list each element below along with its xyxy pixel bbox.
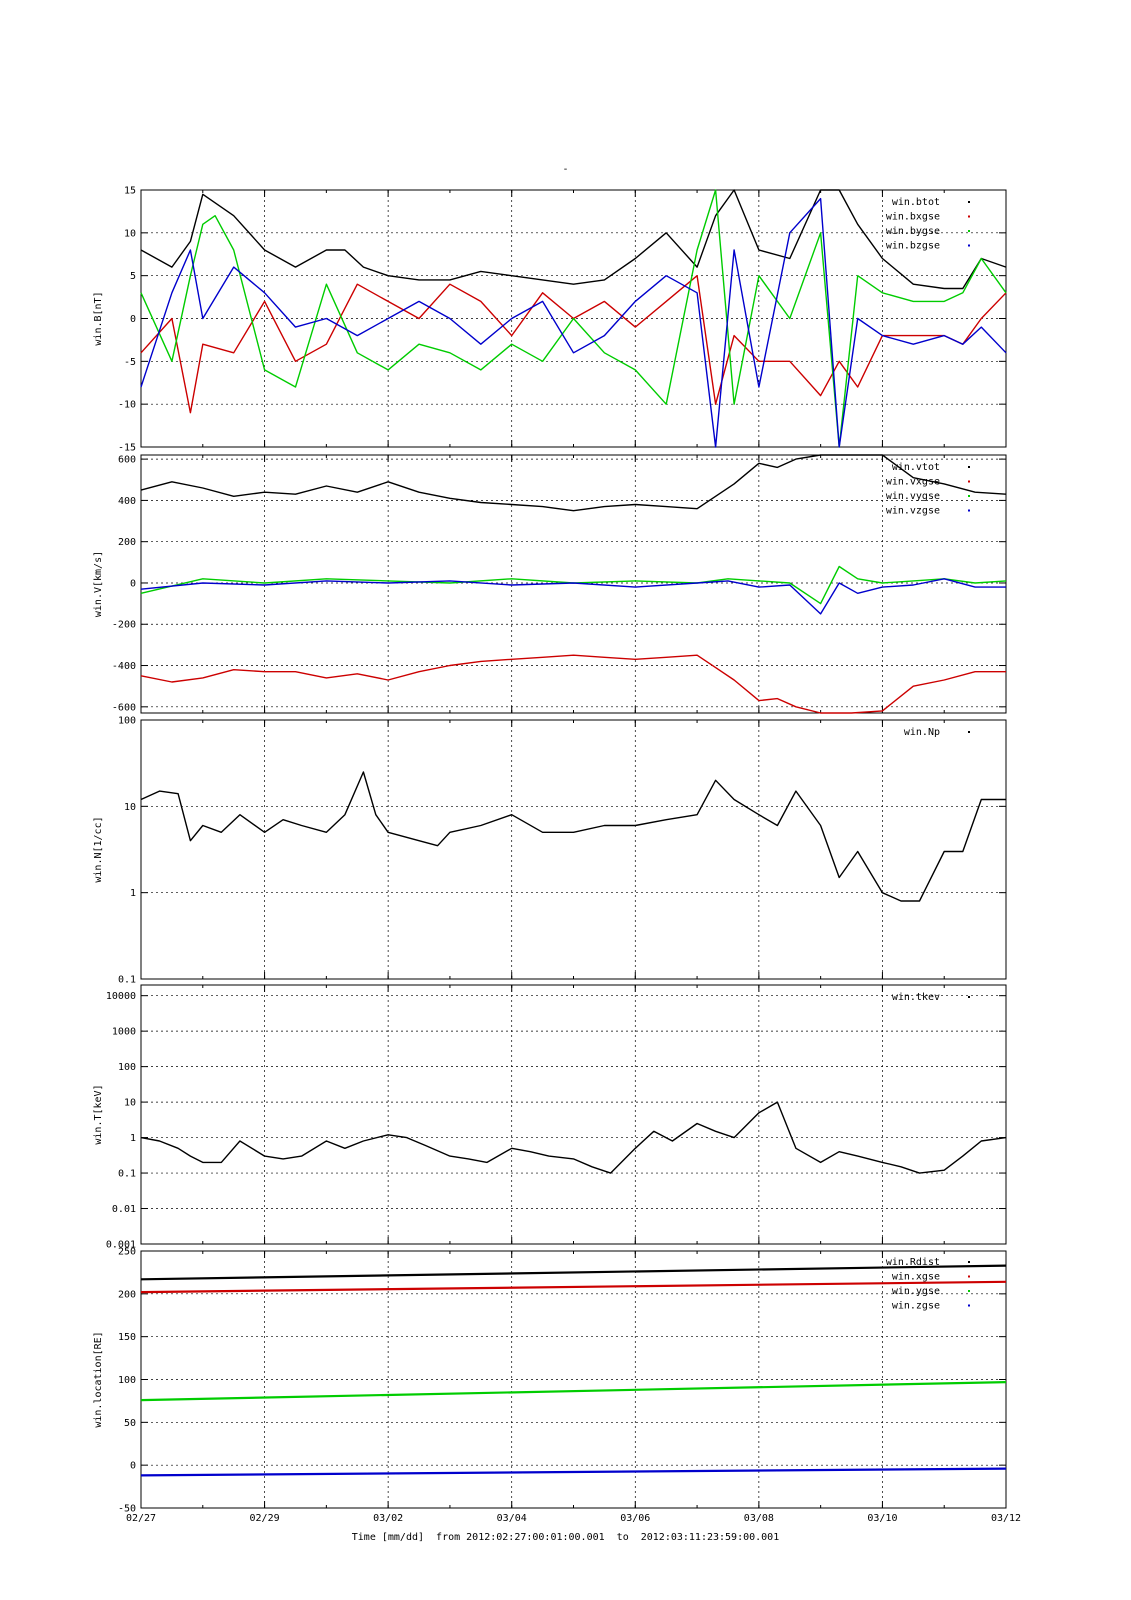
y-tick-label: -400 <box>112 661 136 672</box>
x-tick-label: 03/12 <box>991 1513 1021 1524</box>
y-tick-label: 0.01 <box>112 1204 136 1215</box>
y-tick-label: 0.1 <box>118 1169 136 1180</box>
y-tick-label: 1000 <box>112 1027 136 1038</box>
y-tick-label: -200 <box>112 620 136 631</box>
y-tick-label: 250 <box>118 1247 136 1258</box>
legend-marker <box>968 996 970 998</box>
series-win.bzgse <box>140 197 1007 448</box>
legend-marker <box>968 1275 970 1278</box>
series-win.zgse <box>140 1467 1007 1477</box>
legend-label: win.Np <box>904 727 940 738</box>
legend-marker <box>968 230 970 232</box>
legend-label: win.tkev <box>892 992 940 1003</box>
y-axis-label-4: win.T[keV] <box>93 1084 104 1144</box>
series-win.bygse <box>140 189 1007 448</box>
legend-marker <box>968 215 970 218</box>
legend-marker <box>968 1290 970 1292</box>
legend-label: win.vxgse <box>886 477 940 488</box>
x-axis-label: Time [mm/dd] from 2012:02:27:00:01:00.00… <box>351 1532 780 1543</box>
series-win.vzgse <box>140 578 1006 615</box>
y-tick-label: 10 <box>124 1098 136 1109</box>
y-tick-label: 0 <box>130 1461 136 1472</box>
y-axis-label-5: win.location[RE] <box>93 1331 104 1427</box>
legend-marker <box>968 1261 970 1263</box>
y-axis-label-1: win.B[nT] <box>93 291 104 345</box>
panel-frame-4 <box>140 984 1007 1245</box>
legend-marker <box>968 495 970 497</box>
page-title: - <box>562 164 569 175</box>
y-axis-label-3: win.N[1/cc] <box>93 816 104 882</box>
y-tick-label: 100 <box>118 1375 136 1386</box>
legend-label: win.Rdist <box>886 1257 940 1268</box>
series-win.vygse <box>140 565 1007 605</box>
y-tick-label: -10 <box>118 400 136 411</box>
y-tick-label: -50 <box>118 1504 136 1515</box>
x-tick-label: 03/02 <box>373 1513 403 1524</box>
y-tick-label: 10000 <box>106 991 136 1002</box>
legend-marker <box>968 1304 970 1307</box>
y-tick-label: 100 <box>118 1062 136 1073</box>
series-win.btot <box>140 189 1007 290</box>
series-win.xgse <box>140 1280 1007 1294</box>
legend-marker <box>968 509 970 512</box>
legend-marker <box>968 480 970 483</box>
legend-label: win.bzgse <box>886 241 940 252</box>
y-tick-label: 0 <box>130 578 136 589</box>
x-tick-label: 02/29 <box>250 1513 280 1524</box>
y-tick-label: 5 <box>130 271 136 282</box>
series-win.ygse <box>140 1381 1007 1402</box>
y-tick-label: -5 <box>124 357 136 368</box>
series-win.tkev <box>140 1101 1007 1174</box>
legend-label: win.ygse <box>892 1286 940 1297</box>
y-tick-label: 1 <box>130 888 136 899</box>
series-win.vxgse <box>140 654 1006 714</box>
x-tick-label: 03/04 <box>497 1513 527 1524</box>
y-tick-label: 15 <box>124 186 136 197</box>
panel-frame-3 <box>140 719 1007 980</box>
legend-marker <box>968 201 970 203</box>
y-tick-label: 400 <box>118 496 136 507</box>
y-tick-label: 0.1 <box>118 975 136 986</box>
y-tick-label: 200 <box>118 537 136 548</box>
y-tick-label: 0 <box>130 314 136 325</box>
y-tick-label: -600 <box>112 702 136 713</box>
series-win.bxgse <box>140 275 1007 414</box>
y-tick-label: 50 <box>124 1418 136 1429</box>
legend-label: win.bxgse <box>886 212 940 223</box>
legend-label: win.vtot <box>892 462 940 473</box>
y-tick-label: 100 <box>118 716 136 727</box>
y-axis-label-2: win.V[km/s] <box>93 551 104 617</box>
legend-marker <box>968 244 970 247</box>
x-tick-label: 03/06 <box>620 1513 650 1524</box>
legend-label: win.bygse <box>886 226 940 237</box>
legend-label: win.xgse <box>892 1272 940 1283</box>
legend-label: win.vzgse <box>886 506 940 517</box>
legend-label: win.zgse <box>892 1301 940 1312</box>
legend-marker <box>968 466 970 468</box>
y-tick-label: 10 <box>124 802 136 813</box>
y-tick-label: 10 <box>124 228 136 239</box>
series-win.Rdist <box>140 1264 1007 1281</box>
y-tick-label: 600 <box>118 455 136 466</box>
x-tick-label: 03/10 <box>867 1513 897 1524</box>
legend-marker <box>968 731 970 733</box>
legend-label: win.btot <box>892 197 940 208</box>
series-win.vtot <box>140 454 1007 512</box>
legend-label: win.vygse <box>886 491 940 502</box>
y-tick-label: -15 <box>118 443 136 454</box>
y-tick-label: 200 <box>118 1289 136 1300</box>
y-tick-label: 0.001 <box>106 1240 136 1251</box>
x-tick-label: 02/27 <box>126 1513 156 1524</box>
series-win.Np <box>140 771 1006 902</box>
x-tick-label: 03/08 <box>744 1513 774 1524</box>
y-tick-label: 1 <box>130 1133 136 1144</box>
y-tick-label: 150 <box>118 1332 136 1343</box>
